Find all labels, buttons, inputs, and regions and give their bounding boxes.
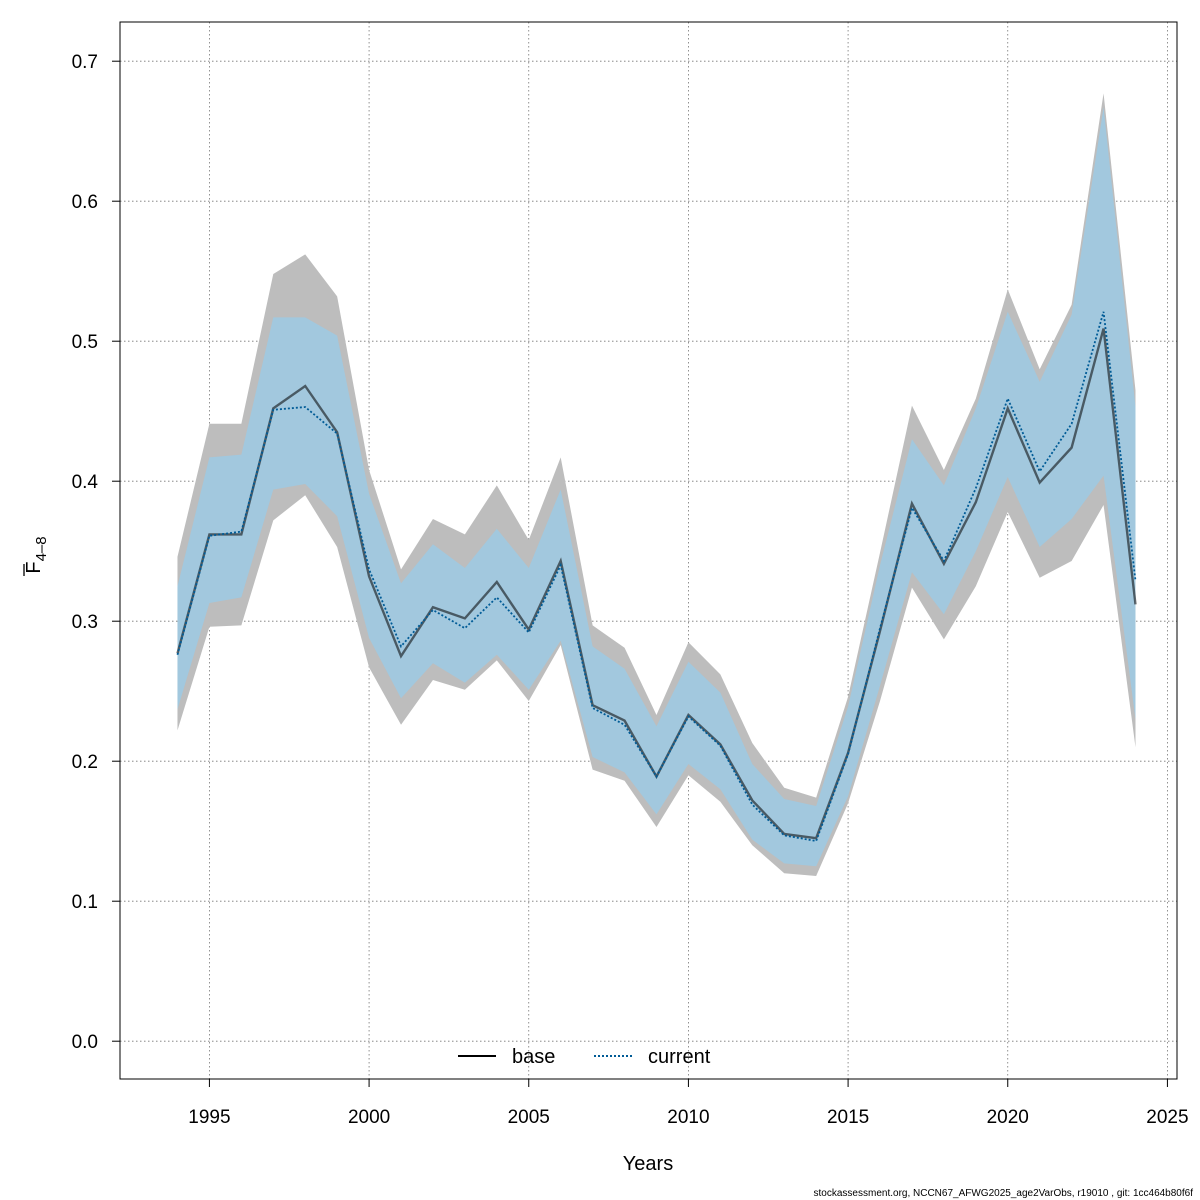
series-line-current [176,311,1137,843]
x-tick-label-2015: 2015 [827,1107,869,1128]
x-tick-label-2020: 2020 [987,1107,1029,1128]
legend: base current [458,1046,711,1068]
y-axis-title-main: F [23,561,45,573]
y-tick-label-0.6: 0.6 [72,192,98,213]
y-tick-label-0.5: 0.5 [72,332,98,353]
x-axis-title: Years [623,1153,673,1175]
y-tick-label-0.3: 0.3 [72,612,98,633]
legend-label-current: current [648,1046,711,1068]
confidence-bands [177,93,1136,876]
x-axis: 1995 2000 2005 2010 2015 2020 2025 [188,1079,1189,1128]
y-tick-label-0.1: 0.1 [72,892,98,913]
x-tick-label-1995: 1995 [188,1107,230,1128]
y-tick-label-0.7: 0.7 [72,52,98,73]
y-tick-label-0.4: 0.4 [72,472,99,493]
y-axis-title-sub: 4–8 [33,536,50,561]
svg-text:F4–8: F4–8 [23,536,50,573]
x-tick-label-2005: 2005 [508,1107,550,1128]
plot-frame [119,21,1178,1080]
y-axis: 0.0 0.1 0.2 0.3 0.4 0.5 0.6 0.7 [72,52,120,1053]
footer-note: stockassessment.org, NCCN67_AFWG2025_age… [814,1188,1194,1199]
band-current [177,107,1136,867]
y-tick-label-0.0: 0.0 [72,1032,98,1053]
x-tick-label-2000: 2000 [348,1107,390,1128]
x-tick-label-2010: 2010 [667,1107,709,1128]
x-tick-label-2025: 2025 [1146,1107,1188,1128]
y-tick-label-0.2: 0.2 [72,752,98,773]
y-axis-title: F4–8 [23,536,50,576]
legend-label-base: base [512,1046,555,1068]
series-lines [176,311,1137,843]
